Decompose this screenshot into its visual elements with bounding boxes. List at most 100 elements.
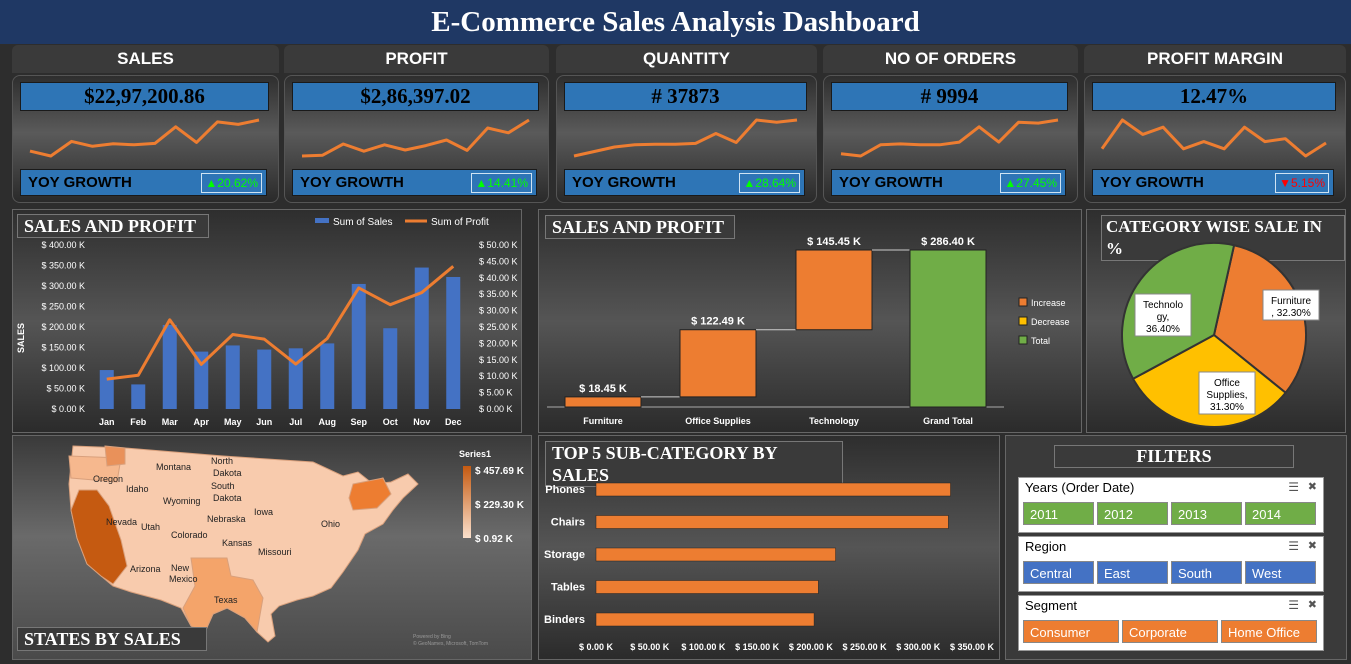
kpi-value: # 37873 [564,82,807,111]
slicer-title: Region [1025,539,1067,554]
sparkline-line [840,118,1059,158]
slicer-item[interactable]: Consumer [1023,620,1119,643]
kpi-value: # 9994 [831,82,1068,111]
sparkline-line [29,118,260,158]
kpi-header: PROFIT [284,45,549,73]
slicer-region: Region ☰ ✖ Central East South West [1018,536,1324,592]
pie-label-text: Supplies, [1206,390,1247,401]
left-axis-tick: $ 250.00 K [41,302,85,312]
waterfall-legend-swatch [1018,297,1028,307]
slicer-item[interactable]: 2013 [1171,502,1242,525]
x-axis-tick: Jun [256,417,272,427]
clear-filter-icon[interactable]: ✖ [1307,481,1317,493]
slicer-item[interactable]: South [1171,561,1242,584]
pie-label-text: Furniture [1271,296,1311,307]
kpi-sparkline [301,118,530,158]
waterfall-data-label: $ 18.45 K [579,383,627,395]
kpi-sparkline [840,118,1059,158]
pie-label-text: , 32.30% [1271,308,1311,319]
state-label: Idaho [126,484,149,494]
state-label: North [211,456,233,466]
yoy-label: YOY GROWTH [300,174,404,191]
legend-sales-label: Sum of Sales [333,217,392,228]
slicer-item[interactable]: 2012 [1097,502,1168,525]
left-axis-tick: $ 200.00 K [41,322,85,332]
slicer-title: Years (Order Date) [1025,480,1135,495]
legend-sales-swatch [315,218,329,223]
yoy-label: YOY GROWTH [28,174,132,191]
multi-select-icon[interactable]: ☰ [1288,598,1299,612]
map-legend-bar [463,466,471,538]
kpi-sparkline [573,118,798,158]
filters-panel: FILTERS Years (Order Date) ☰ ✖ 2011 2012 2013… [1005,435,1347,660]
sales-bar [414,267,429,409]
state-label: Iowa [254,507,273,517]
multi-select-icon[interactable]: ☰ [1288,539,1299,553]
profit-line [106,265,455,381]
slicer-item[interactable]: Central [1023,561,1094,584]
right-axis-tick: $ 0.00 K [479,404,513,414]
sales-bar [225,345,240,409]
top5-panel: TOP 5 SUB-CATEGORY BY SALES Phones Chairs… [538,435,1000,660]
kpi-value: $22,97,200.86 [20,82,269,111]
slicer-item[interactable]: East [1097,561,1168,584]
yoy-label: YOY GROWTH [839,174,943,191]
right-axis-tick: $ 25.00 K [479,322,518,332]
top5-x-tick: $ 200.00 K [789,642,834,652]
multi-select-icon[interactable]: ☰ [1288,480,1299,494]
state-label: South [211,481,235,491]
top5-category-label: Phones [545,484,585,496]
x-axis-tick: Feb [130,417,147,427]
yoy-growth-bar: YOY GROWTH ▲28.64% [564,169,805,196]
california-region [70,489,128,585]
pie-label-text: Technolo [1143,300,1183,311]
pie-panel: CATEGORY WISE SALE IN % Furniture, 32.30… [1086,209,1346,433]
clear-filter-icon[interactable]: ✖ [1307,599,1317,611]
right-axis-tick: $ 5.00 K [479,388,513,398]
top5-bar [595,482,951,497]
sales-bar [162,324,177,409]
top5-x-tick: $ 250.00 K [843,642,888,652]
kpi-header: QUANTITY [556,45,817,73]
slicer-item[interactable]: Home Office [1221,620,1317,643]
right-axis-tick: $ 50.00 K [479,240,518,250]
top5-x-tick: $ 0.00 K [579,642,614,652]
clear-filter-icon[interactable]: ✖ [1307,540,1317,552]
top5-bar [595,515,949,529]
state-label: Missouri [258,547,292,557]
top5-x-tick: $ 350.00 K [950,642,995,652]
legend-profit-label: Sum of Profit [431,217,489,228]
right-axis-tick: $ 35.00 K [479,289,518,299]
state-label: Utah [141,522,160,532]
kpi-header: NO OF ORDERS [823,45,1078,73]
kpi-header: PROFIT MARGIN [1084,45,1346,73]
pie-label-text: 31.30% [1210,402,1244,413]
top5-bar [595,547,836,562]
x-axis-tick: Oct [383,417,398,427]
yoy-growth-value: ▲27.45% [1000,173,1061,193]
slicer-years-order-date-: Years (Order Date) ☰ ✖ 2011 2012 2013 2014 [1018,477,1324,533]
x-axis-tick: Mar [162,417,179,427]
kpi-sparkline [29,118,260,158]
combo-title: SALES AND PROFIT [17,214,209,238]
sparkline-line [301,118,530,158]
top5-bar [595,612,815,627]
map-credit: © GeoNames, Microsoft, TomTom [413,640,488,647]
new-york-region [348,477,392,511]
map-title: STATES BY SALES [17,627,207,651]
slicer-item[interactable]: Corporate [1122,620,1218,643]
right-axis-tick: $ 15.00 K [479,355,518,365]
pie-label-box [1262,289,1320,321]
left-axis-tick: $ 0.00 K [51,404,85,414]
waterfall-data-label: $ 122.49 K [691,316,745,328]
waterfall-data-label: $ 286.40 K [921,236,975,248]
slicer-item[interactable]: West [1245,561,1316,584]
slicer-item[interactable]: 2011 [1023,502,1094,525]
filters-title: FILTERS [1054,445,1294,468]
slicer-item[interactable]: 2014 [1245,502,1316,525]
top5-category-label: Tables [551,582,585,594]
yoy-growth-bar: YOY GROWTH ▲20.62% [20,169,267,196]
waterfall-title: SALES AND PROFIT [545,215,735,239]
